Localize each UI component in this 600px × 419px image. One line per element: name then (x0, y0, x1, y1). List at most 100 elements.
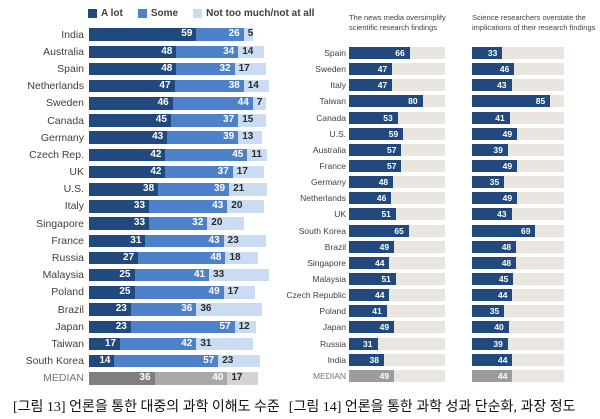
figure14-row: Brazil 49 48 (270, 239, 564, 255)
figure14-row: Australia 57 39 (270, 142, 564, 158)
bar-segment: 46 (89, 97, 173, 110)
bar-segment: 38 (174, 79, 244, 93)
figure14-rows: Spain 66 33 Sweden 47 46 Italy 47 43 Taiwan 80 85 Ca… (270, 45, 564, 384)
figure14-row: Japan 49 40 (270, 319, 564, 335)
stacked-bar: 25 41 33 (89, 268, 270, 282)
stacked-bar: 42 45 11 (89, 148, 268, 162)
bar-track: 41 (349, 305, 445, 318)
stacked-bar: 48 32 17 (89, 62, 266, 76)
figure13-row: Spain 48 32 17 (0, 60, 269, 77)
bar-track: 49 (349, 321, 445, 334)
figure13-row: India 59 26 5 (0, 26, 269, 43)
figure13-row: Sweden 46 44 7 (0, 95, 269, 112)
bar-segment: 49 (472, 192, 518, 205)
bar-segment: 33 (472, 47, 503, 60)
stacked-bar: 17 42 31 (89, 337, 253, 351)
bar-segment: 51 (349, 208, 396, 221)
country-label: Malaysia (312, 274, 346, 285)
bar-segment: 37 (165, 165, 233, 179)
stacked-bar: 48 34 14 (89, 45, 264, 59)
bar-track: 57 (349, 143, 445, 156)
country-label: Russia (320, 338, 346, 349)
stacked-bar: 25 49 17 (89, 286, 255, 299)
country-label: India (61, 28, 84, 41)
bar-segment: 14 (238, 45, 264, 59)
country-label: MEDIAN (312, 370, 346, 381)
bar-segment: 49 (472, 160, 518, 173)
bar-segment: 42 (89, 165, 166, 179)
country-label: Canada (316, 112, 346, 123)
bar-track: 49 (472, 192, 564, 205)
bar-segment: 43 (472, 79, 512, 92)
country-label: Brazil (57, 303, 84, 316)
bar-segment: 48 (89, 45, 177, 59)
bar-track: 31 (349, 337, 445, 350)
figure13-row: Japan 23 57 12 (0, 318, 269, 335)
figure14-row: Czech Republic 44 44 (270, 287, 564, 303)
stacked-bar: 38 39 21 (89, 183, 268, 196)
bar-track: 44 (472, 353, 564, 366)
bar-segment: 18 (225, 251, 259, 265)
bar-segment: 32 (176, 62, 235, 76)
bar-segment: 38 (89, 183, 159, 196)
bar-track: 47 (349, 63, 445, 76)
bar-segment: 57 (349, 143, 402, 156)
bar-segment: 49 (472, 127, 518, 140)
bar-segment: 35 (472, 305, 505, 318)
stacked-bar: 14 57 23 (89, 354, 261, 368)
bar-track: 80 (349, 95, 445, 108)
bar-segment: 23 (218, 354, 261, 368)
bar-segment: 25 (89, 268, 135, 282)
bar-track: 45 (472, 273, 564, 286)
bar-segment: 47 (349, 79, 393, 92)
bar-segment: 69 (472, 224, 536, 237)
bar-segment: 33 (89, 217, 150, 230)
bar-segment: 27 (89, 251, 139, 265)
country-label: Malaysia (42, 269, 84, 282)
bar-segment: 15 (238, 114, 266, 127)
figure13-row: France 31 43 23 (0, 232, 269, 249)
bar-track: 48 (472, 256, 564, 269)
country-label: Italy (64, 200, 84, 213)
country-label: Poland (319, 306, 346, 317)
bar-segment: 42 (89, 148, 166, 162)
figure13-row: U.S. 38 39 21 (0, 181, 269, 198)
bar-track: 40 (472, 321, 564, 334)
bar-segment: 46 (349, 192, 392, 205)
country-label: France (319, 161, 346, 172)
bar-segment: 34 (176, 45, 239, 59)
bar-segment: 44 (172, 97, 253, 110)
bar-segment: 44 (349, 256, 390, 269)
bar-segment: 17 (227, 372, 259, 385)
bar-segment: 57 (349, 160, 402, 173)
bar-track: 48 (349, 176, 445, 189)
bar-segment: 33 (209, 268, 270, 282)
stacked-bar: 59 26 5 (89, 28, 253, 41)
bar-segment: 49 (349, 321, 395, 334)
stacked-bar: 36 40 17 (89, 372, 259, 385)
figure14-row: Canada 53 41 (270, 110, 564, 126)
country-label: Singapore (36, 217, 84, 230)
bar-segment: 41 (349, 305, 387, 318)
bar-track: 49 (349, 369, 445, 382)
figure14-row: India 38 44 (270, 352, 564, 368)
bar-segment: 17 (234, 62, 266, 76)
figure13-row: Brazil 23 36 36 (0, 301, 269, 318)
bar-segment: 17 (232, 165, 264, 179)
country-label: Netherlands (300, 193, 346, 204)
country-label: Germany (40, 131, 84, 144)
stacked-bar: 31 43 23 (89, 234, 266, 248)
country-label: Japan (322, 322, 346, 333)
bar-segment: 31 (89, 234, 146, 248)
bar-segment: 57 (114, 354, 219, 368)
bar-segment: 21 (229, 183, 268, 196)
figure-captions: [그림 13] 언론을 통한 대중의 과학 이해도 수준 [그림 14] 언론을… (13, 396, 575, 416)
bar-segment: 48 (89, 62, 177, 76)
bar-segment: 20 (227, 200, 264, 213)
country-label: Italy (330, 80, 346, 91)
legend-item-some: Some (137, 8, 178, 19)
country-label: Taiwan (51, 337, 84, 350)
stacked-bar: 43 39 13 (89, 131, 262, 144)
bar-track: 41 (472, 111, 564, 124)
